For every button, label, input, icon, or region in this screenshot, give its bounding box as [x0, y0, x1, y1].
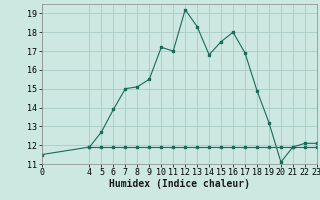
- X-axis label: Humidex (Indice chaleur): Humidex (Indice chaleur): [109, 179, 250, 189]
